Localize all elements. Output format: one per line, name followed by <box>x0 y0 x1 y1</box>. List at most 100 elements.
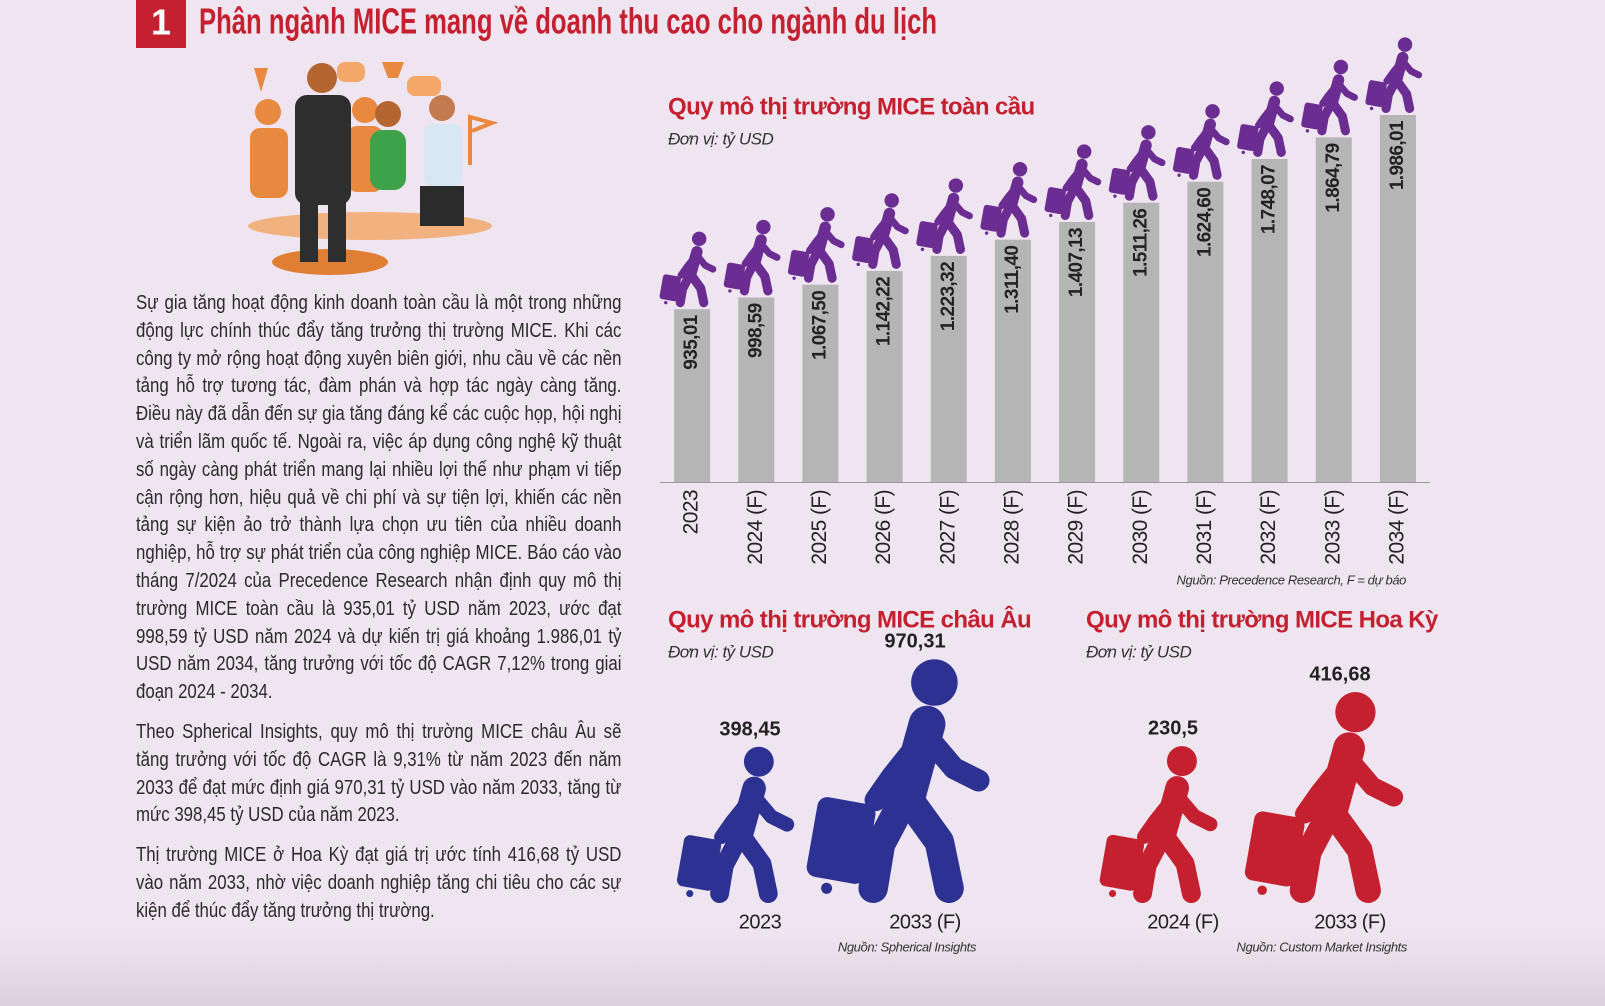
icon-head <box>1205 104 1220 119</box>
bar-icon <box>1237 81 1294 157</box>
icon-leg <box>1135 163 1158 201</box>
value-label: 1.407,13 <box>1066 228 1087 297</box>
bar <box>994 239 1031 482</box>
chart-title: Quy mô thị trường MICE toàn cầu <box>668 93 1035 120</box>
x-tick-label: 2024 (F) <box>744 490 767 565</box>
icon-wheel <box>983 230 990 236</box>
icon-leg <box>1155 825 1201 903</box>
value-label: 1.624,60 <box>1194 188 1215 257</box>
value-label: 398,45 <box>719 718 780 740</box>
icon-head <box>1333 59 1349 75</box>
icon-wheel <box>727 288 733 294</box>
x-tick-label: 2033 (F) <box>1321 490 1344 565</box>
icon-wheel <box>1176 172 1182 179</box>
pictogram-icon <box>1099 746 1218 903</box>
icon-arm <box>1399 57 1423 79</box>
icon-leg <box>1071 182 1094 220</box>
icon-arm <box>950 198 973 220</box>
icon-arm <box>998 183 1020 210</box>
icon-leg <box>732 826 778 903</box>
x-tick-label: 2028 (F) <box>1000 490 1023 565</box>
bar <box>1315 137 1352 482</box>
paragraph: Theo Spherical Insights, quy mô thị trườ… <box>136 719 622 827</box>
x-tick-label: 2027 (F) <box>936 490 959 565</box>
icon-leg <box>1381 75 1401 113</box>
value-label: 230,5 <box>1148 718 1198 740</box>
icon-leg <box>878 231 901 269</box>
icon-suitcase <box>1108 167 1131 195</box>
icon-wheel <box>855 261 862 268</box>
source: Nguồn: Precedence Research, F = dự báo <box>1177 572 1407 587</box>
icon-arm <box>1206 124 1230 146</box>
value-label: 1.748,07 <box>1259 165 1280 234</box>
icon-arm <box>916 725 990 792</box>
icon-arm <box>1295 751 1355 824</box>
icon-head <box>743 746 774 777</box>
icon-leg <box>1289 799 1343 903</box>
page-title: Phân ngành MICE mang về doanh thu cao ch… <box>199 1 937 42</box>
icon-leg <box>814 245 837 283</box>
icon-arm <box>1319 81 1341 107</box>
icon-arm <box>1062 165 1084 192</box>
x-tick-label: 2033 (F) <box>1314 911 1386 933</box>
section-number: 1 <box>151 2 171 43</box>
illustration <box>248 62 499 275</box>
icon-head <box>1076 144 1092 159</box>
icon-arm <box>934 199 956 226</box>
icon-head <box>1335 692 1376 733</box>
icon-suitcase <box>1172 146 1195 174</box>
icon-leg <box>750 258 773 296</box>
icon-arm <box>1014 182 1038 204</box>
icon-suitcase <box>676 835 722 891</box>
icon-arm <box>1136 790 1182 844</box>
icon-leg <box>1253 119 1273 157</box>
icon-wheel <box>1254 882 1271 899</box>
icon-leg <box>932 216 952 254</box>
bar <box>738 297 775 482</box>
icon-leg <box>942 216 965 254</box>
icon-arm <box>1142 145 1166 167</box>
value-label: 970,31 <box>884 630 945 652</box>
x-tick-label: 2030 (F) <box>1129 490 1152 565</box>
bar <box>1251 158 1288 483</box>
bar-icon <box>1108 125 1166 201</box>
icon-arm <box>1170 788 1218 832</box>
value-label: 1.142,22 <box>874 277 895 346</box>
icon-wheel <box>1047 212 1054 219</box>
icon-leg <box>1124 163 1144 201</box>
bar-icon <box>659 231 717 308</box>
icon-wheel <box>1304 127 1311 134</box>
icon-leg <box>1263 119 1286 157</box>
icon-wheel <box>662 299 669 306</box>
x-tick-label: 2033 (F) <box>889 911 961 933</box>
value-label: 1.511,26 <box>1130 209 1151 277</box>
bar-icon <box>852 193 909 269</box>
icon-leg <box>710 826 750 903</box>
bar <box>930 255 967 482</box>
icon-arm <box>1255 102 1277 129</box>
icon-wheel <box>1368 105 1375 112</box>
value-label: 935,01 <box>681 314 702 370</box>
x-tick-label: 2024 (F) <box>1147 911 1219 933</box>
icon-arm <box>741 241 763 267</box>
icon-arm <box>747 789 795 832</box>
bar <box>1379 115 1416 482</box>
paragraph: Sự gia tăng hoạt động kinh doanh toàn cầ… <box>136 291 622 704</box>
icon-arm <box>1339 749 1404 807</box>
value-label: 1.223,32 <box>938 262 959 331</box>
icon-arm <box>1335 80 1358 101</box>
icon-suitcase <box>852 236 874 263</box>
icon-wheel <box>817 879 836 898</box>
icon-suitcase <box>1301 102 1323 130</box>
icon-suitcase <box>723 262 746 290</box>
x-tick-label: 2032 (F) <box>1257 490 1280 565</box>
x-tick-label: 2023 <box>739 911 782 933</box>
pictogram-icon <box>806 659 990 904</box>
icon-leg <box>803 245 823 283</box>
icon-leg <box>1327 98 1350 136</box>
icon-leg <box>1007 200 1030 238</box>
icon-arm <box>1078 164 1102 186</box>
icon-arm <box>757 240 781 261</box>
bar-icon <box>723 219 781 296</box>
